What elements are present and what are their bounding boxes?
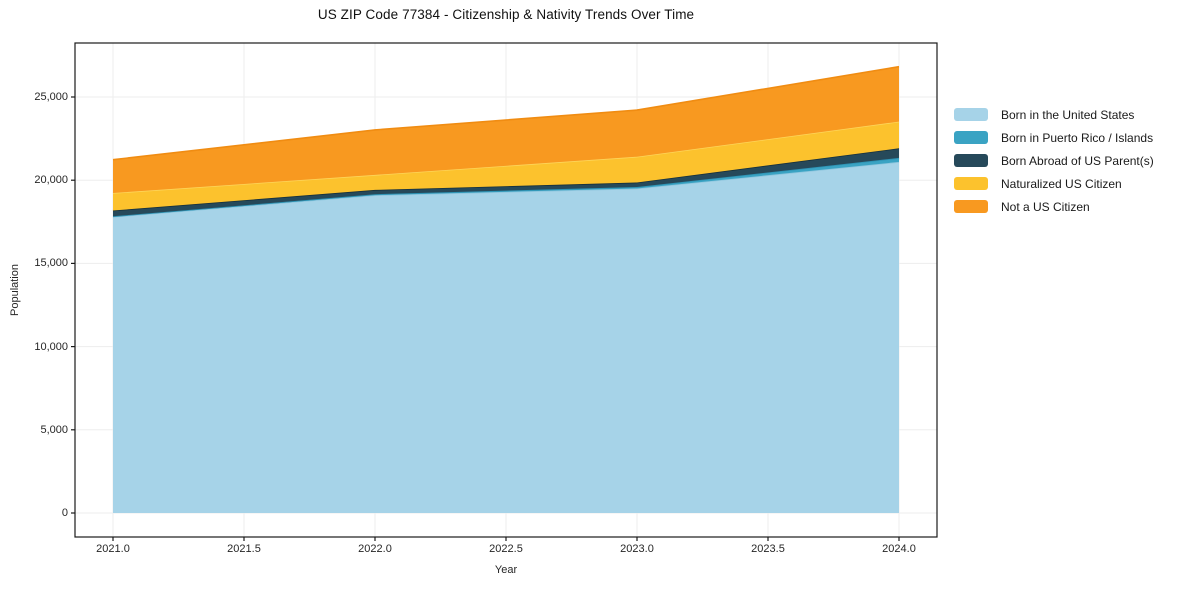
legend-item: Not a US Citizen [954, 195, 1154, 218]
x-tick-label: 2024.0 [882, 543, 916, 555]
legend-swatch [954, 200, 988, 213]
legend-item: Naturalized US Citizen [954, 172, 1154, 195]
legend-label: Not a US Citizen [1001, 199, 1090, 214]
legend-label: Born in Puerto Rico / Islands [1001, 130, 1154, 145]
legend-swatch [954, 131, 988, 144]
y-axis-label: Population [9, 264, 21, 316]
legend-label: Naturalized US Citizen [1001, 176, 1122, 191]
x-tick-label: 2022.5 [489, 543, 523, 555]
legend-swatch [954, 154, 988, 167]
legend-swatch [954, 177, 988, 190]
legend-item: Born in Puerto Rico / Islands [954, 126, 1154, 149]
y-tick-label: 20,000 [34, 174, 68, 187]
legend-swatch [954, 108, 988, 121]
chart-title: US ZIP Code 77384 - Citizenship & Nativi… [317, 7, 695, 22]
legend-item: Born in the United States [954, 103, 1154, 126]
x-tick-label: 2021.5 [227, 543, 261, 555]
x-tick-label: 2023.0 [620, 543, 654, 555]
x-tick-label: 2023.5 [751, 543, 785, 555]
legend-item: Born Abroad of US Parent(s) [954, 149, 1154, 172]
y-tick-label: 5,000 [40, 423, 68, 436]
y-tick-label: 15,000 [34, 257, 68, 270]
legend-label: Born in the United States [1001, 107, 1135, 122]
y-tick-label: 0 [61, 507, 68, 519]
x-tick-label: 2021.0 [96, 543, 130, 555]
legend-label: Born Abroad of US Parent(s) [1001, 153, 1154, 168]
y-tick-label: 25,000 [34, 91, 68, 103]
y-tick-label: 10,000 [34, 340, 68, 353]
legend: Born in the United States Born in Puerto… [954, 103, 1154, 218]
x-tick-label: 2022.0 [358, 543, 392, 555]
x-axis-label: Year [494, 564, 518, 576]
